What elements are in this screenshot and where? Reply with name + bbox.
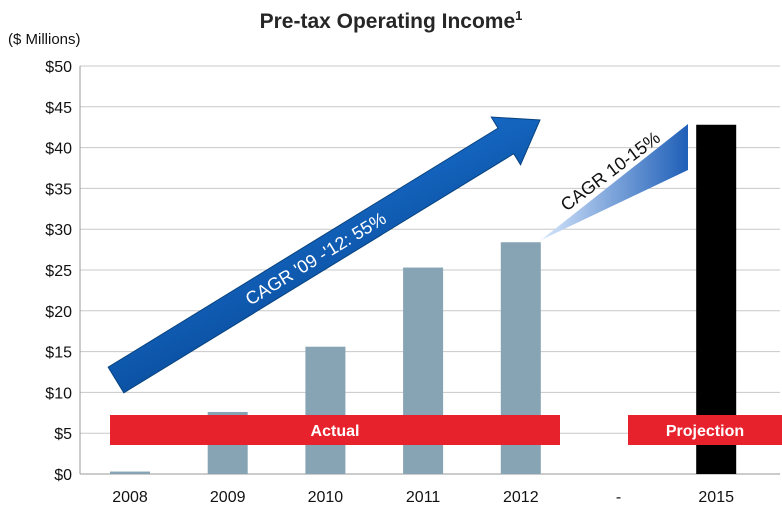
y-tick-label: $15: [45, 345, 72, 362]
y-tick-label: $50: [45, 59, 72, 76]
y-tick-label: $40: [45, 141, 72, 158]
arrow-label: CAGR '09 -'12: 55%: [242, 208, 390, 309]
x-tick-label: 2010: [308, 489, 344, 506]
band-label: Actual: [311, 423, 360, 440]
arrow-shape: [107, 116, 541, 394]
band-label: Projection: [666, 423, 744, 440]
chart-title: Pre-tax Operating Income1: [259, 8, 523, 33]
x-tick-label: 2008: [112, 489, 148, 506]
y-tick-label: $10: [45, 385, 72, 402]
y-tick-label: $45: [45, 100, 72, 117]
y-axis-ticks: $0 $5 $10 $15 $20 $25 $30 $35 $40 $45 $50: [45, 59, 72, 484]
x-tick-label: 2009: [210, 489, 246, 506]
x-tick-label: 2012: [503, 489, 539, 506]
band-projection: [628, 415, 782, 445]
x-tick-label: 2011: [406, 489, 441, 506]
bar-2008: [110, 471, 150, 474]
period-bands: Actual Projection: [110, 415, 782, 445]
x-tick-label: -: [616, 489, 621, 506]
x-tick-label: 2015: [698, 489, 734, 506]
y-tick-label: $35: [45, 181, 72, 198]
y-tick-label: $5: [54, 426, 72, 443]
y-tick-label: $25: [45, 263, 72, 280]
x-axis-ticks: 2008 2009 2010 2011 2012 - 2015: [112, 489, 734, 506]
cagr-wedge: [541, 124, 688, 240]
y-tick-label: $30: [45, 222, 72, 239]
annotations: CAGR '09 -'12: 55%CAGR 10-15%: [107, 116, 688, 394]
y-axis-unit-label: ($ Millions): [8, 31, 81, 48]
band-actual: [110, 415, 560, 445]
y-tick-label: $20: [45, 304, 72, 321]
y-tick-label: $0: [54, 467, 72, 484]
bar-2010: [305, 346, 346, 474]
